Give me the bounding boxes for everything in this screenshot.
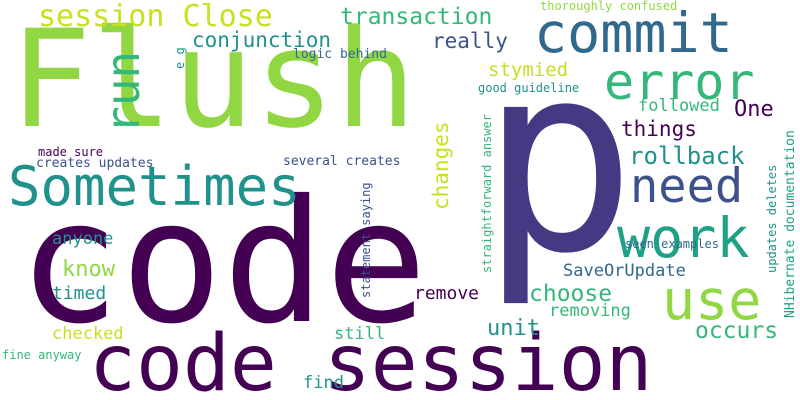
word-thoroughly-confused: thoroughly confused (540, 0, 678, 13)
word-things: things (621, 117, 697, 141)
word-stymied: stymied (488, 59, 569, 81)
word-unit: unit (487, 316, 540, 341)
word-seen-examples: seen examples (625, 237, 719, 251)
word-use: use (662, 268, 762, 332)
word-updates-deletes: updates deletes (765, 164, 779, 273)
word-session-close: session Close (38, 0, 273, 34)
word-straightforward-answer: straightforward answer (480, 114, 494, 273)
word-find: find (303, 373, 344, 393)
word-timed: timed (52, 283, 107, 304)
word-several-creates: several creates (283, 154, 401, 169)
word-anyone: anyone (52, 229, 114, 249)
word-know: know (62, 257, 115, 282)
word-need: need (630, 159, 744, 214)
word-run: run (96, 50, 150, 134)
word-removing: removing (549, 301, 631, 321)
word-p: p (480, 9, 637, 311)
word-commit: commit (534, 1, 733, 65)
word-good-guideline: good guideline (478, 81, 580, 95)
word-e-g: e g (173, 47, 187, 69)
word-followed: followed (638, 96, 720, 116)
word-statement-saying: statement saying (359, 182, 373, 298)
word-changes: changes (429, 121, 453, 210)
word-conjunction: conjunction (192, 28, 332, 52)
word-sometimes: Sometimes (8, 155, 301, 218)
word-logic-behind: logic behind (293, 47, 387, 62)
word-work: work (617, 206, 750, 270)
word-flush: Flush (10, 1, 417, 158)
word-transaction: transaction (340, 4, 493, 30)
word-creates-updates: creates updates (36, 156, 154, 171)
word-code-big: code (18, 164, 428, 362)
word-code-session: code session (89, 319, 653, 400)
word-error: error (604, 53, 755, 111)
word-remove: remove (414, 283, 480, 304)
word-rollback: rollback (629, 142, 745, 170)
word-still: still (334, 324, 386, 344)
word-choose: choose (529, 281, 613, 307)
word-fine-anyway: fine anyway (2, 348, 82, 362)
word-made-sure: made sure (38, 145, 104, 159)
word-really: really (432, 29, 508, 53)
word-one: One (734, 97, 774, 122)
word-occurs: occurs (695, 318, 779, 344)
word-checked: checked (52, 324, 124, 344)
word-saveorupdate: SaveOrUpdate (563, 261, 686, 281)
word-nhibernate-documentation: NHibernate documentation (783, 130, 798, 318)
